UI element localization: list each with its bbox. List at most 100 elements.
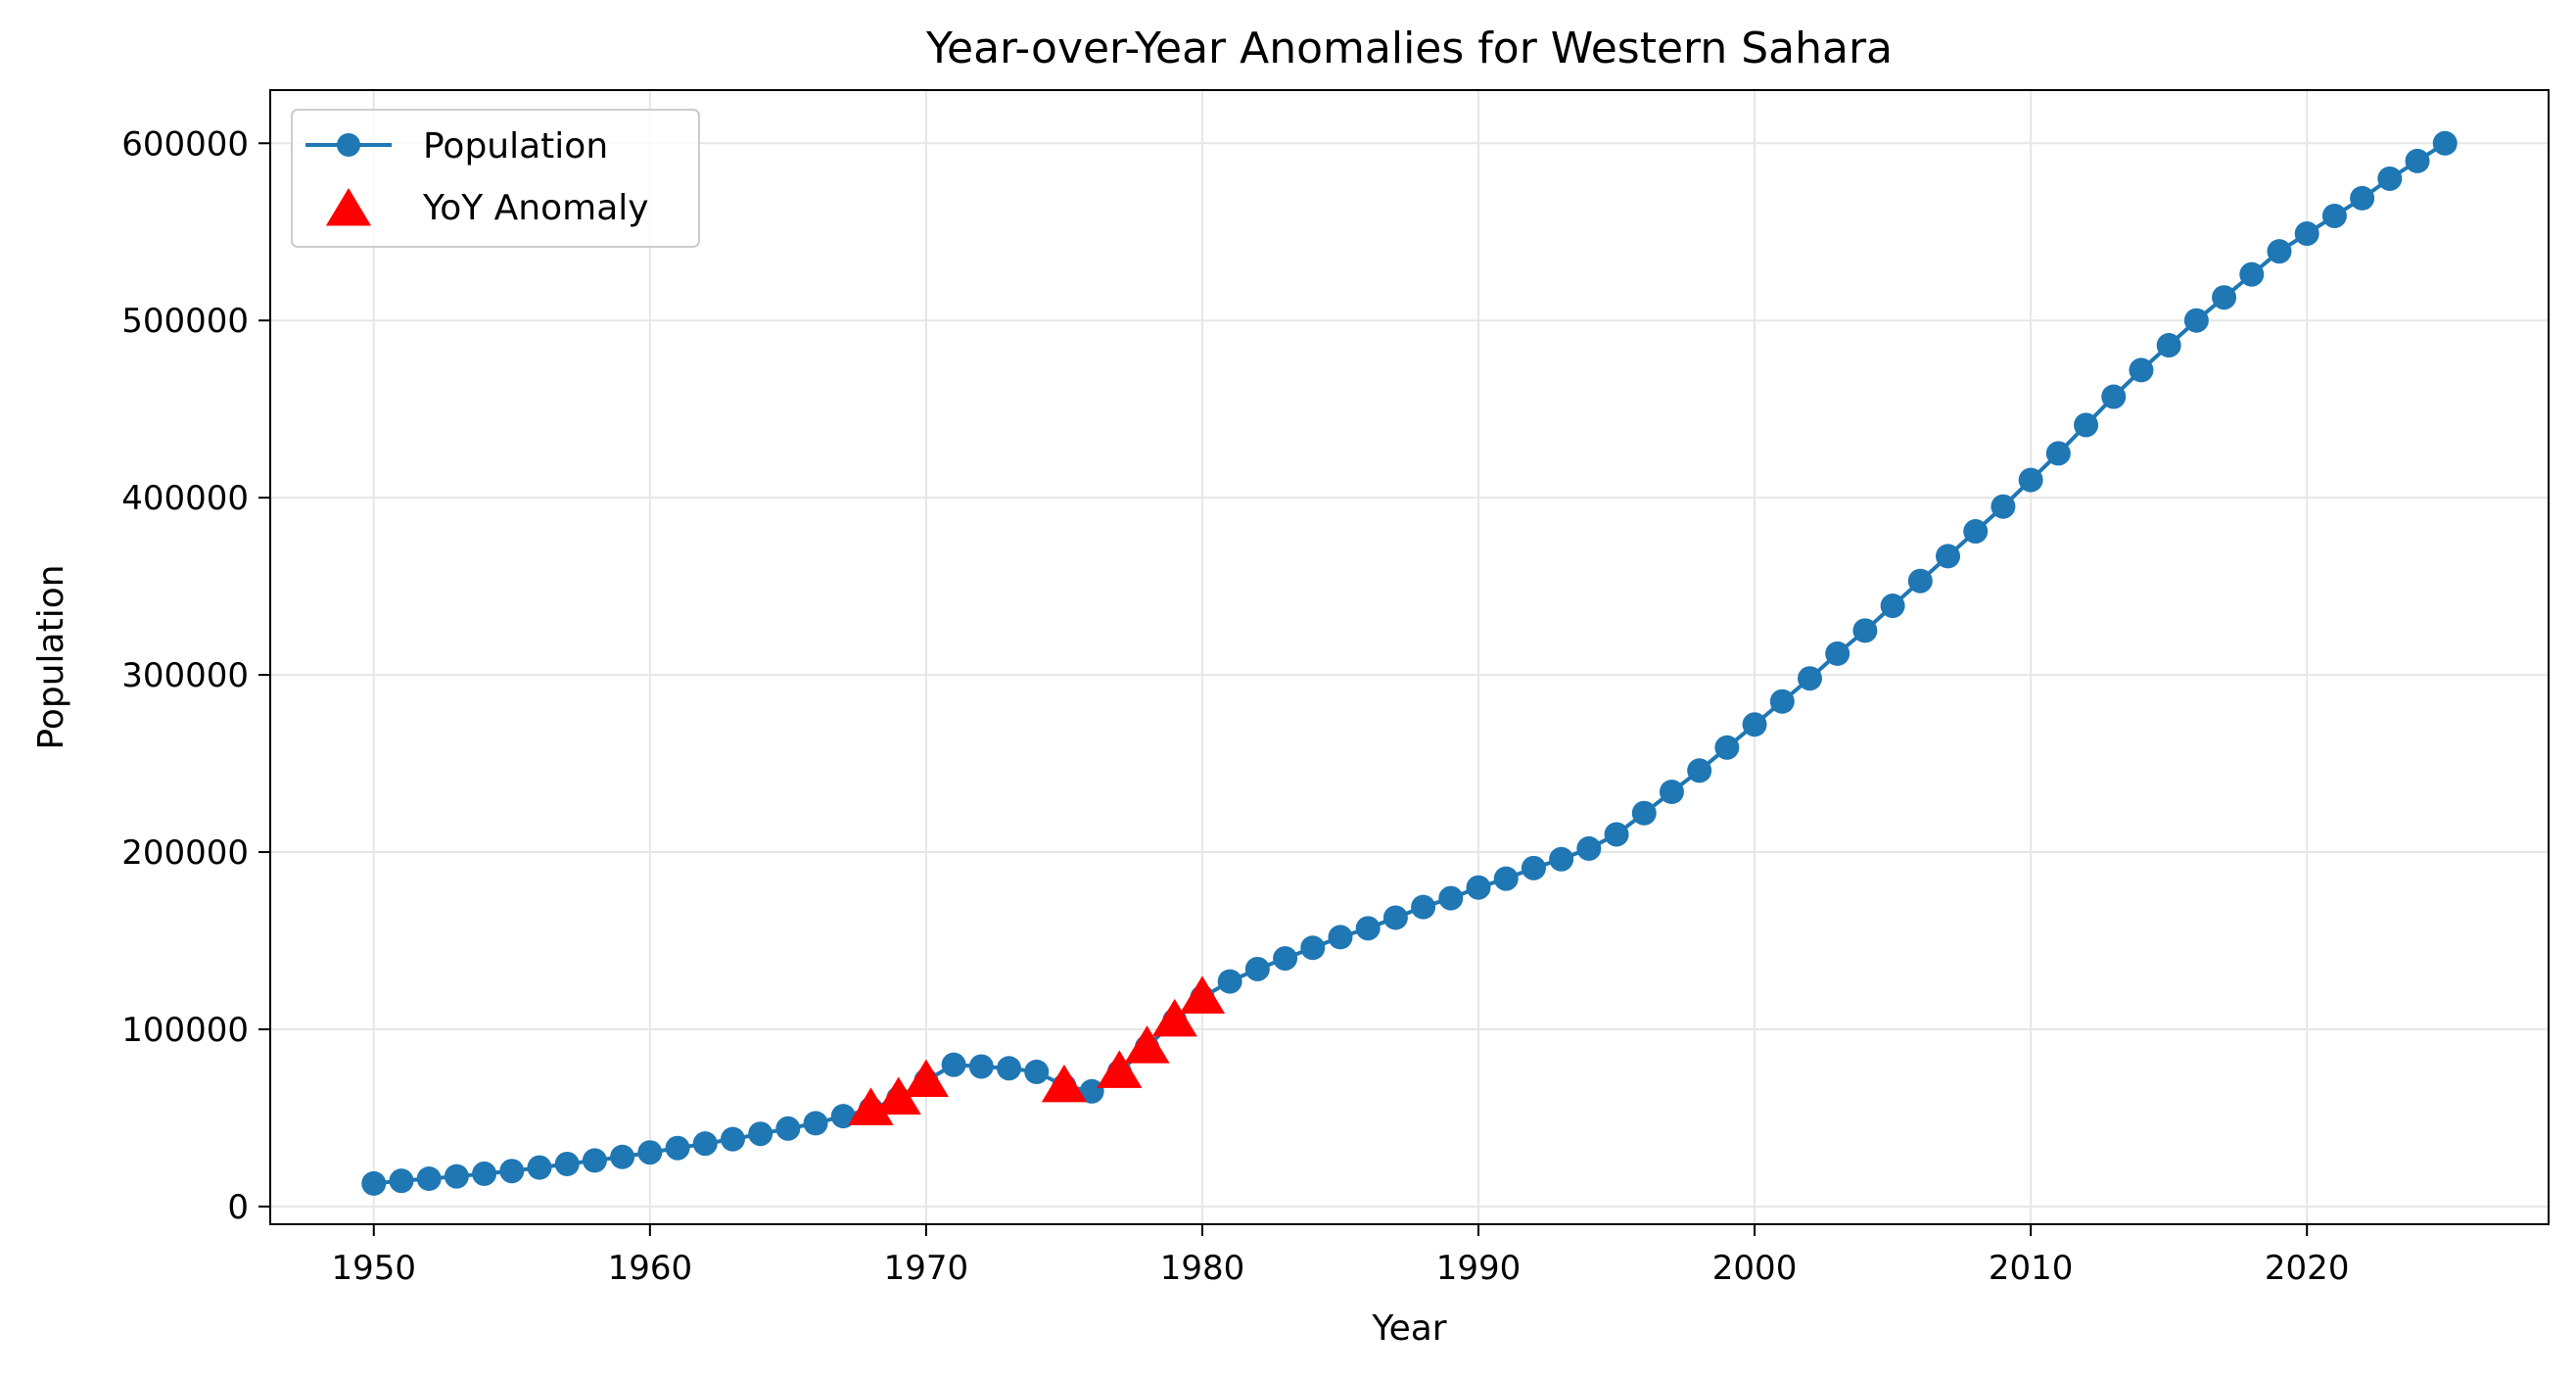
y-tick-label: 0 [227, 1188, 249, 1227]
population-point [2432, 130, 2458, 156]
population-point [1687, 758, 1712, 784]
population-point [1466, 875, 1491, 900]
population-point [472, 1161, 497, 1186]
y-tick-label: 300000 [121, 656, 249, 695]
legend-population-label: Population [423, 126, 608, 166]
population-point [582, 1148, 607, 1173]
anomaly-markers [848, 975, 1226, 1125]
population-point [1604, 822, 1629, 847]
population-point [1024, 1059, 1050, 1084]
anomaly-point [875, 1076, 921, 1116]
population-point [1411, 894, 1436, 920]
x-tick-label: 1970 [884, 1249, 969, 1288]
population-point [1521, 855, 1546, 880]
x-tick-label: 2020 [2265, 1249, 2350, 1288]
grid [270, 90, 2549, 1224]
legend: Population YoY Anomaly [291, 109, 700, 248]
population-point [775, 1116, 801, 1141]
legend-box [291, 109, 700, 248]
population-point [1493, 866, 1519, 891]
population-point [2294, 221, 2319, 247]
population-point [2156, 333, 2181, 358]
anomaly-point [1179, 975, 1226, 1014]
population-point [1825, 641, 1850, 666]
population-point [2074, 412, 2099, 438]
population-point [968, 1054, 994, 1079]
anomaly-point [848, 1087, 894, 1125]
population-point [1769, 689, 1795, 714]
population-point [1328, 925, 1353, 950]
population-point [1079, 1078, 1104, 1104]
y-tick-label: 600000 [121, 124, 249, 164]
population-point [1852, 618, 1878, 643]
population-point [527, 1155, 552, 1180]
population-point [1659, 780, 1684, 805]
population-point [499, 1159, 525, 1184]
series-points [361, 130, 2458, 1196]
population-point [1355, 916, 1381, 941]
population-point [2045, 441, 2071, 466]
population-point [2405, 148, 2430, 173]
x-tick-label: 1960 [608, 1249, 693, 1288]
x-tick-label: 1990 [1436, 1249, 1522, 1288]
population-point [1217, 969, 1242, 994]
population-point [2129, 357, 2154, 383]
population-point [2212, 285, 2237, 310]
population-point [2239, 261, 2265, 287]
population-point [610, 1144, 635, 1169]
population-point [1631, 800, 1657, 826]
x-axis-ticks: 1950 1960 1970 1980 1990 2000 2010 2020 [332, 1224, 2350, 1288]
population-point [554, 1151, 580, 1176]
anomaly-point [1041, 1064, 1088, 1103]
anomaly-point [1097, 1050, 1143, 1088]
population-point [2183, 308, 2209, 333]
population-point [2321, 203, 2347, 228]
population-point [389, 1168, 414, 1194]
population-point [2267, 239, 2292, 264]
y-tick-label: 200000 [121, 833, 249, 873]
anomaly-point [1151, 998, 1197, 1037]
population-point [997, 1056, 1022, 1081]
x-tick-label: 1980 [1160, 1249, 1245, 1288]
population-point [2018, 467, 2043, 493]
population-point [1991, 494, 2016, 519]
legend-population-marker [337, 133, 360, 157]
population-point [1549, 846, 1574, 872]
population-point [637, 1140, 663, 1165]
population-point [1244, 956, 1270, 981]
population-point [692, 1131, 718, 1157]
y-axis-label: Population [31, 564, 71, 749]
population-point [748, 1121, 773, 1147]
chart-title: Year-over-Year Anomalies for Western Sah… [925, 24, 1893, 73]
legend-anomaly-marker [325, 188, 372, 226]
population-point [1438, 885, 1464, 911]
x-tick-label: 2010 [1989, 1249, 2074, 1288]
population-point [444, 1164, 469, 1189]
y-tick-label: 500000 [121, 302, 249, 341]
population-point [1963, 519, 1989, 545]
legend-anomaly-label: YoY Anomaly [422, 188, 649, 228]
population-point [2377, 166, 2403, 191]
x-tick-label: 2000 [1712, 1249, 1798, 1288]
plot-area-frame [269, 89, 2550, 1225]
x-tick-label: 1950 [332, 1249, 417, 1288]
population-point [361, 1170, 387, 1196]
population-point [720, 1126, 745, 1152]
y-tick-label: 100000 [121, 1011, 249, 1050]
anomaly-point [1124, 1025, 1170, 1064]
population-point [2101, 384, 2127, 409]
series-lines [373, 141, 2447, 1186]
anomaly-point [903, 1059, 949, 1097]
population-point [1742, 712, 1767, 737]
population-point [1907, 568, 1933, 594]
population-point [1936, 544, 1961, 569]
population-point [1714, 735, 1740, 760]
population-point [1880, 594, 1905, 619]
population-point [1382, 905, 1408, 930]
x-axis-label: Year [1371, 1308, 1446, 1349]
population-point [803, 1111, 828, 1136]
population-line [373, 141, 2447, 1186]
population-point [665, 1135, 690, 1161]
population-point [941, 1052, 966, 1077]
